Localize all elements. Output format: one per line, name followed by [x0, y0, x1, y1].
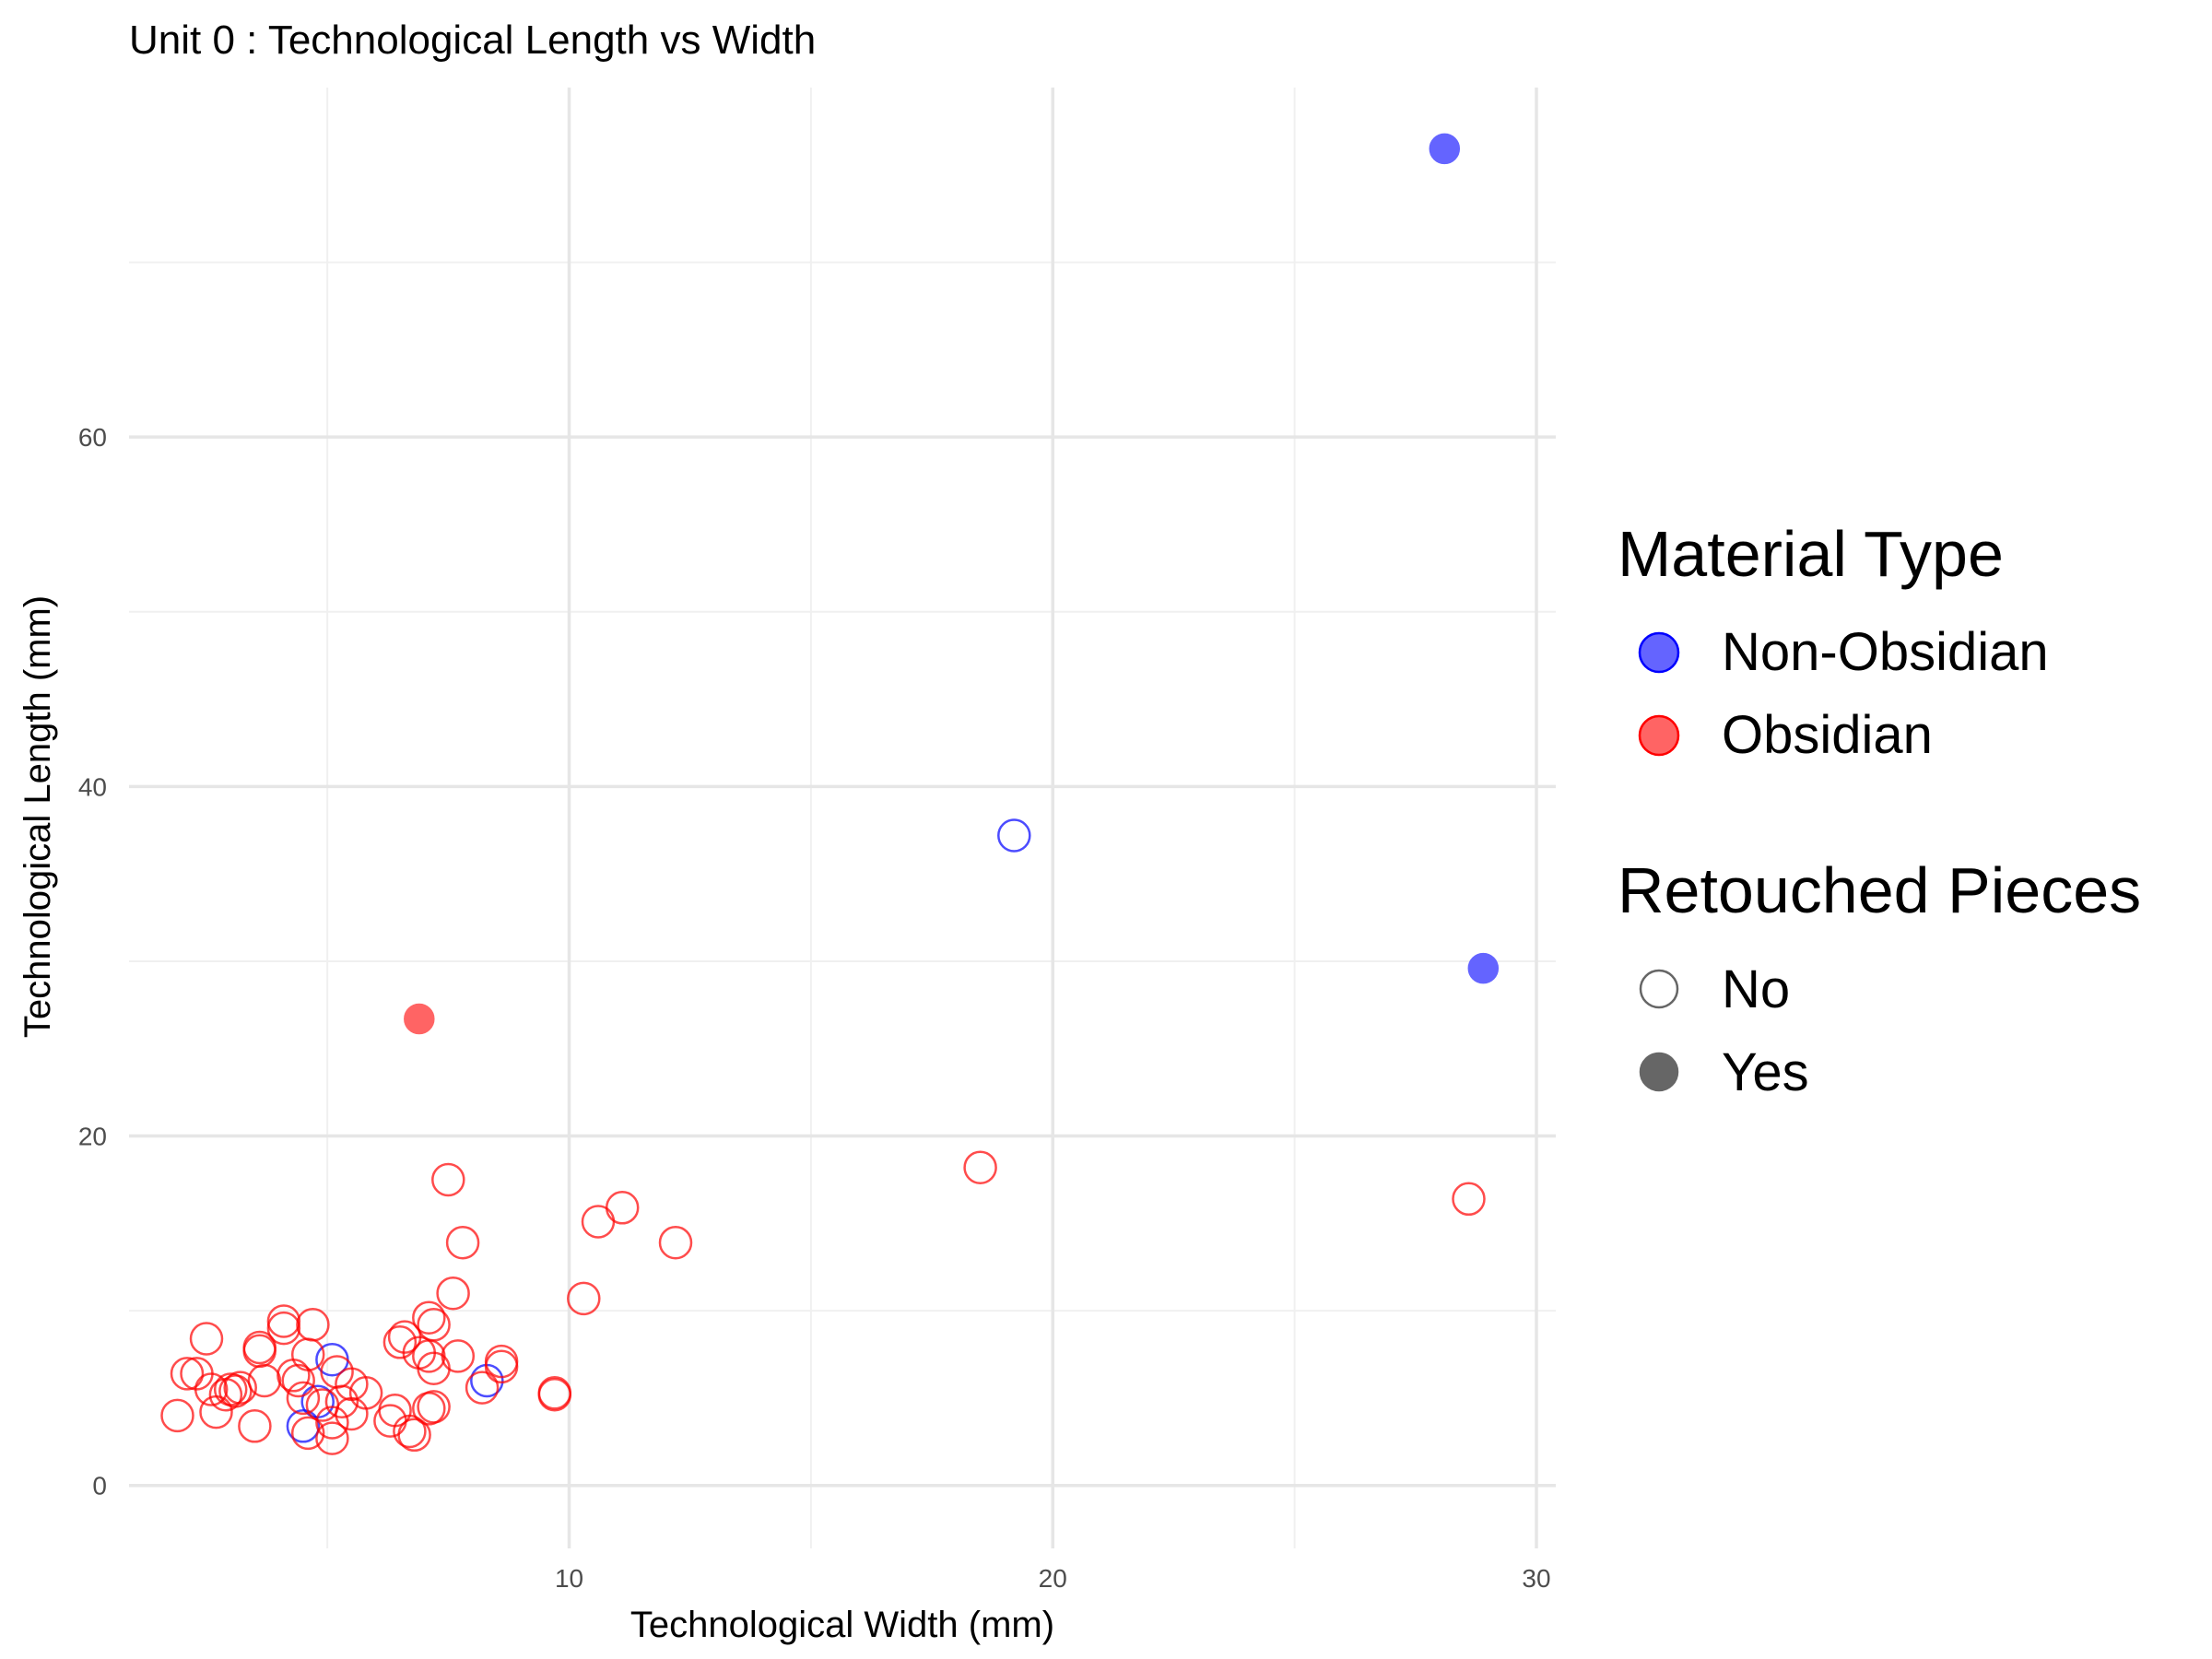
data-point-obsidian: [199, 1394, 233, 1430]
data-point-obsidian: [1452, 1182, 1486, 1217]
y-tick-label: 0: [92, 1472, 107, 1500]
data-point-obsidian: [335, 1396, 369, 1431]
data-point-obsidian: [170, 1357, 205, 1391]
legend-key-retouched-yes: [1639, 1052, 1679, 1092]
data-point-obsidian: [484, 1349, 519, 1384]
data-point-obsidian: [247, 1363, 282, 1398]
data-point-obsidian: [223, 1371, 257, 1405]
data-points: [160, 133, 1500, 1455]
y-tick-label: 40: [78, 772, 107, 801]
data-point-obsidian: [194, 1372, 229, 1406]
data-point-obsidian: [963, 1150, 997, 1184]
legend-key-retouched-no: [1639, 969, 1679, 1009]
chart-title: Unit 0 : Technological Length vs Width: [129, 18, 816, 63]
data-point-obsidian: [266, 1304, 301, 1338]
data-point-obsidian: [315, 1406, 349, 1440]
tick-labels: 10 20 30 0 20 40 60: [78, 423, 1551, 1593]
data-point-obsidian: [605, 1191, 640, 1225]
data-point-obsidian: [537, 1377, 572, 1412]
x-tick-label: 10: [555, 1564, 583, 1593]
data-point-obsidian: [281, 1363, 315, 1398]
legend-label-obsidian: Obsidian: [1722, 705, 1933, 765]
data-point-obsidian: [266, 1311, 301, 1346]
y-tick-label: 20: [78, 1123, 107, 1151]
data-point-obsidian: [382, 1325, 418, 1359]
data-point-obsidian: [445, 1225, 480, 1260]
legend-label-retouched-no: No: [1722, 959, 1790, 1019]
data-point-obsidian: [417, 1390, 451, 1424]
legend-key-non-obsidian: [1638, 631, 1680, 674]
data-point-obsidian: [465, 1371, 500, 1405]
data-point-obsidian: [393, 1414, 427, 1449]
data-point-non-obsidian-retouched: [1429, 133, 1461, 165]
data-point-obsidian: [397, 1418, 431, 1453]
data-point-obsidian: [567, 1281, 601, 1316]
y-axis-label: Technological Length (mm): [18, 595, 58, 1038]
data-point-obsidian: [189, 1322, 224, 1356]
legend-label-non-obsidian: Non-Obsidian: [1722, 622, 2049, 682]
data-point-obsidian: [290, 1416, 325, 1451]
data-point-obsidian: [286, 1381, 321, 1416]
legend-title-material: Material Type: [1618, 518, 2004, 590]
data-point-obsidian: [208, 1377, 243, 1412]
data-point-obsidian: [324, 1384, 359, 1418]
data-point-non-obsidian: [286, 1409, 321, 1443]
data-point-obsidian: [431, 1162, 465, 1197]
x-tick-label: 30: [1522, 1564, 1550, 1593]
data-point-non-obsidian: [997, 818, 1031, 853]
data-point-obsidian: [658, 1225, 693, 1260]
grid-layer: [129, 88, 1556, 1548]
data-point-obsidian: [160, 1398, 194, 1433]
legend-label-retouched-yes: Yes: [1722, 1042, 1809, 1102]
data-point-obsidian: [436, 1276, 470, 1311]
x-axis-label: Technological Width (mm): [630, 1605, 1054, 1645]
y-tick-label: 60: [78, 423, 107, 452]
legend-key-obsidian: [1638, 714, 1680, 757]
data-point-obsidian: [417, 1351, 451, 1385]
data-point-obsidian: [276, 1359, 311, 1393]
data-point-obsidian: [412, 1300, 446, 1335]
data-point-non-obsidian-retouched: [1467, 952, 1500, 984]
legend-title-retouched: Retouched Pieces: [1618, 854, 2141, 926]
data-point-obsidian: [238, 1409, 272, 1443]
data-point-obsidian: [315, 1421, 349, 1455]
x-tick-label: 20: [1039, 1564, 1067, 1593]
data-point-obsidian-retouched: [404, 1003, 435, 1035]
legend: Material Type Non-Obsidian Obsidian Reto…: [1618, 518, 2141, 1102]
